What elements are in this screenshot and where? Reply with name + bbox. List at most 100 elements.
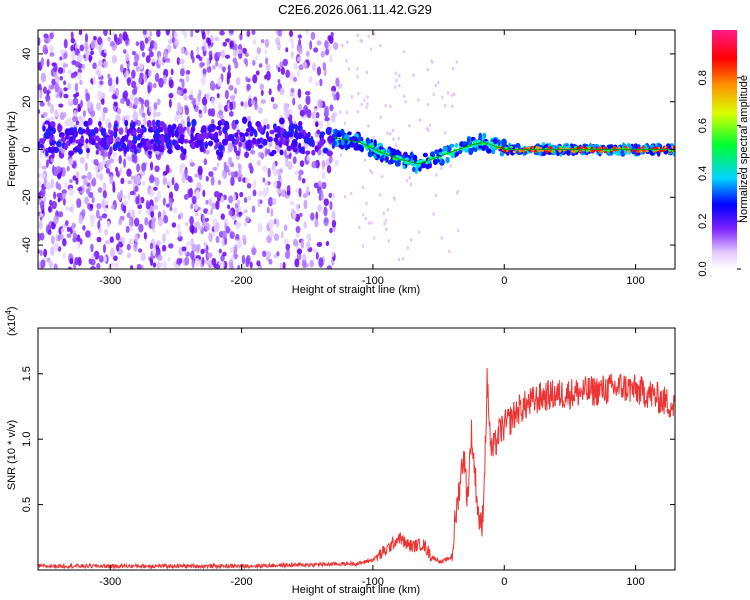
spectrogram-cell [187, 175, 193, 183]
spectrogram-cell [78, 55, 83, 63]
spectrogram-cell [323, 198, 330, 207]
spectrogram-cell [201, 256, 205, 266]
spectrogram-cell [58, 133, 65, 138]
spectrogram-cell [85, 188, 91, 195]
spectrogram-cell [215, 125, 222, 131]
spectrogram-cell [234, 138, 239, 146]
spectrogram-cell [292, 211, 297, 220]
spectrogram-cell [366, 102, 369, 106]
spectrogram-cell [417, 230, 421, 234]
spectrogram-cell [636, 150, 640, 154]
spectrogram-cell [214, 131, 219, 139]
spectrogram-cell [315, 112, 320, 119]
spectrogram-cell [434, 83, 437, 88]
spectrogram-cell [257, 127, 264, 132]
spectrogram-cell [473, 145, 477, 148]
spectrogram-cell [314, 145, 319, 153]
spectrogram-cell [101, 213, 108, 219]
spectrogram-cell [251, 205, 256, 213]
spectrogram-cell [133, 217, 140, 227]
spectrogram-cell [287, 160, 293, 171]
spectrogram-cell [107, 73, 111, 79]
spectrogram-cell [313, 47, 319, 53]
spectrogram-cell [574, 149, 579, 153]
spectrogram-cell [289, 200, 295, 206]
spectrogram-cell [233, 193, 236, 202]
spectrogram-cell [179, 133, 185, 139]
spectrogram-cell [386, 131, 389, 136]
spectrogram-cell [208, 171, 214, 177]
spectrogram-cell [416, 160, 420, 163]
spectrogram-cell [488, 144, 493, 148]
spectrogram-cell [326, 165, 332, 174]
spectrogram-cell [227, 204, 230, 210]
spectrogram-cell [576, 146, 580, 150]
spectrogram-cell [341, 43, 344, 48]
spectrogram-cell [71, 115, 78, 123]
spectrogram-cell [174, 31, 178, 40]
spectrogram-cell [441, 95, 444, 100]
spectrogram-cell [58, 211, 64, 218]
spectrogram-cell [358, 136, 364, 143]
spectrogram-cell [412, 73, 415, 78]
spectrogram-cell [220, 213, 225, 220]
spectrogram-cell [309, 40, 313, 51]
spectrogram-cell [199, 62, 204, 68]
spectrogram-cell [217, 179, 221, 186]
spectrogram-cell [251, 30, 256, 36]
spectrogram-cell [237, 49, 242, 54]
spectrogram-cell [262, 165, 268, 172]
spectrogram-cell [327, 35, 332, 42]
spectrogram-cell [202, 68, 207, 75]
snr-panel: -300 -200 -100 0 100 0.5 1.0 1.5 Height of str… [4, 306, 676, 596]
spectrogram-cell [97, 59, 103, 67]
spectrogram-cell [316, 129, 321, 135]
spectrogram-cell [171, 123, 177, 130]
spectrogram-cell [280, 66, 286, 76]
spectrogram-cell [131, 69, 136, 79]
spectrogram-cell [194, 173, 200, 178]
spectrogram-cell [343, 194, 347, 199]
spectrogram-cell [165, 140, 171, 148]
spectrogram-cell [63, 87, 68, 92]
spectrogram-cell [325, 127, 332, 135]
spectrogram-cell [288, 108, 293, 115]
spectrogram-cell [215, 61, 219, 67]
spectrogram-cell [382, 211, 386, 216]
spectrogram-cell [234, 87, 237, 95]
spectrogram-cell [153, 204, 159, 211]
spectrogram-cell [53, 243, 59, 251]
spectrogram-cell [205, 175, 209, 182]
spectrogram-cell [183, 94, 188, 101]
spectrogram-cell [53, 62, 58, 73]
spectrogram-cell [207, 37, 211, 47]
spectrogram-cell [219, 114, 224, 120]
spectrogram-cell [47, 36, 51, 43]
spectrogram-cell [125, 225, 130, 234]
spectrogram-cell [313, 182, 319, 189]
spectrogram-cell [173, 206, 178, 214]
spectrogram-cell [66, 226, 71, 232]
spectrogram-cell [141, 180, 146, 186]
spectrogram-cell [190, 125, 196, 133]
spectrogram-cell [77, 71, 82, 80]
spectrogram-cell [208, 232, 212, 242]
spectrogram-cell [369, 168, 372, 173]
spectrogram-cell [340, 83, 343, 88]
colorbar: 0.0 0.2 0.4 0.6 0.8 Normalized spectral ampl… [697, 30, 750, 277]
spectrogram-cell [156, 261, 161, 269]
spectrogram-cell [283, 238, 289, 245]
spectrogram-cell [115, 141, 122, 148]
spectrogram-cell [215, 221, 220, 232]
spectrogram-cell [229, 30, 234, 34]
spectrogram-cell [299, 129, 305, 134]
spectrogram-cell [136, 163, 140, 173]
spectrogram-cell [155, 139, 162, 145]
spectrogram-cell [309, 259, 315, 268]
spectrogram-cell [155, 119, 161, 128]
spectrogram-cell [90, 219, 95, 228]
figure-title: C2E6.2026.061.11.42.G29 [278, 2, 432, 17]
spectrogram-cell [245, 176, 250, 185]
spectrogram-cell [198, 89, 202, 97]
spectrogram-cell [45, 94, 51, 102]
